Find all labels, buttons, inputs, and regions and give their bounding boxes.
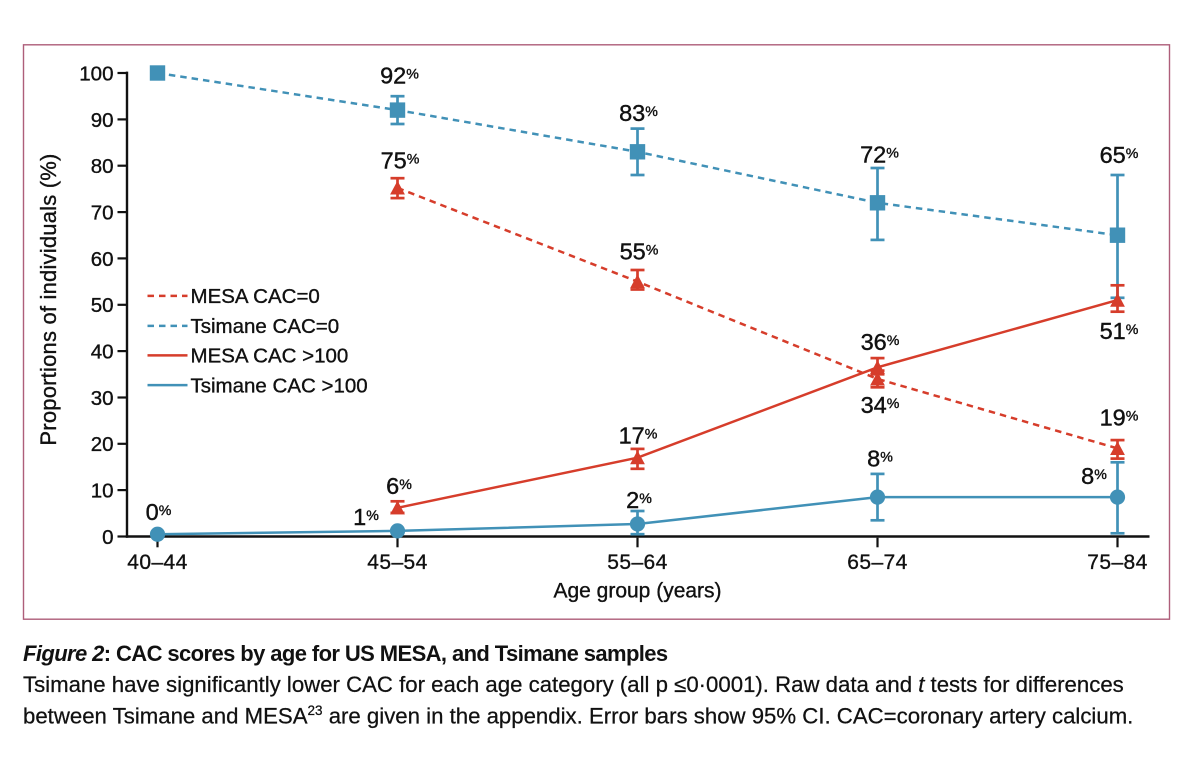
svg-text:36%: 36% [861, 329, 900, 355]
svg-text:45–54: 45–54 [367, 551, 427, 574]
svg-text:0%: 0% [146, 499, 172, 525]
svg-text:2%: 2% [626, 487, 652, 513]
svg-text:40: 40 [91, 341, 114, 364]
svg-text:Tsimane CAC=0: Tsimane CAC=0 [191, 315, 340, 338]
svg-text:34%: 34% [861, 392, 900, 418]
svg-text:40–44: 40–44 [127, 551, 187, 574]
svg-text:0: 0 [102, 526, 113, 549]
svg-text:100: 100 [79, 62, 113, 85]
svg-text:70: 70 [91, 202, 114, 225]
svg-text:80: 80 [91, 155, 114, 178]
svg-text:MESA CAC >100: MESA CAC >100 [191, 345, 349, 368]
svg-text:30: 30 [91, 387, 114, 410]
svg-text:10: 10 [91, 480, 114, 503]
svg-text:83%: 83% [619, 100, 658, 126]
svg-text:92%: 92% [380, 63, 419, 89]
svg-text:75–84: 75–84 [1087, 551, 1147, 574]
svg-text:MESA CAC=0: MESA CAC=0 [191, 285, 320, 308]
svg-text:6%: 6% [386, 473, 412, 499]
svg-text:50: 50 [91, 294, 114, 317]
svg-text:Age group (years): Age group (years) [553, 580, 721, 603]
svg-text:51%: 51% [1100, 318, 1139, 344]
svg-text:90: 90 [91, 109, 114, 132]
svg-text:55%: 55% [620, 239, 659, 265]
svg-text:Proportions of individuals (%): Proportions of individuals (%) [36, 153, 61, 445]
svg-text:8%: 8% [867, 446, 893, 472]
svg-text:72%: 72% [860, 142, 899, 168]
svg-text:1%: 1% [353, 504, 379, 530]
svg-text:65–74: 65–74 [847, 551, 907, 574]
svg-text:75%: 75% [381, 148, 420, 174]
svg-text:60: 60 [91, 248, 114, 271]
svg-text:19%: 19% [1100, 405, 1139, 431]
svg-text:8%: 8% [1081, 463, 1107, 489]
svg-text:20: 20 [91, 433, 114, 456]
svg-text:65%: 65% [1100, 142, 1139, 168]
svg-text:17%: 17% [619, 423, 658, 449]
svg-text:55–64: 55–64 [607, 551, 667, 574]
svg-text:Tsimane CAC >100: Tsimane CAC >100 [191, 374, 368, 397]
